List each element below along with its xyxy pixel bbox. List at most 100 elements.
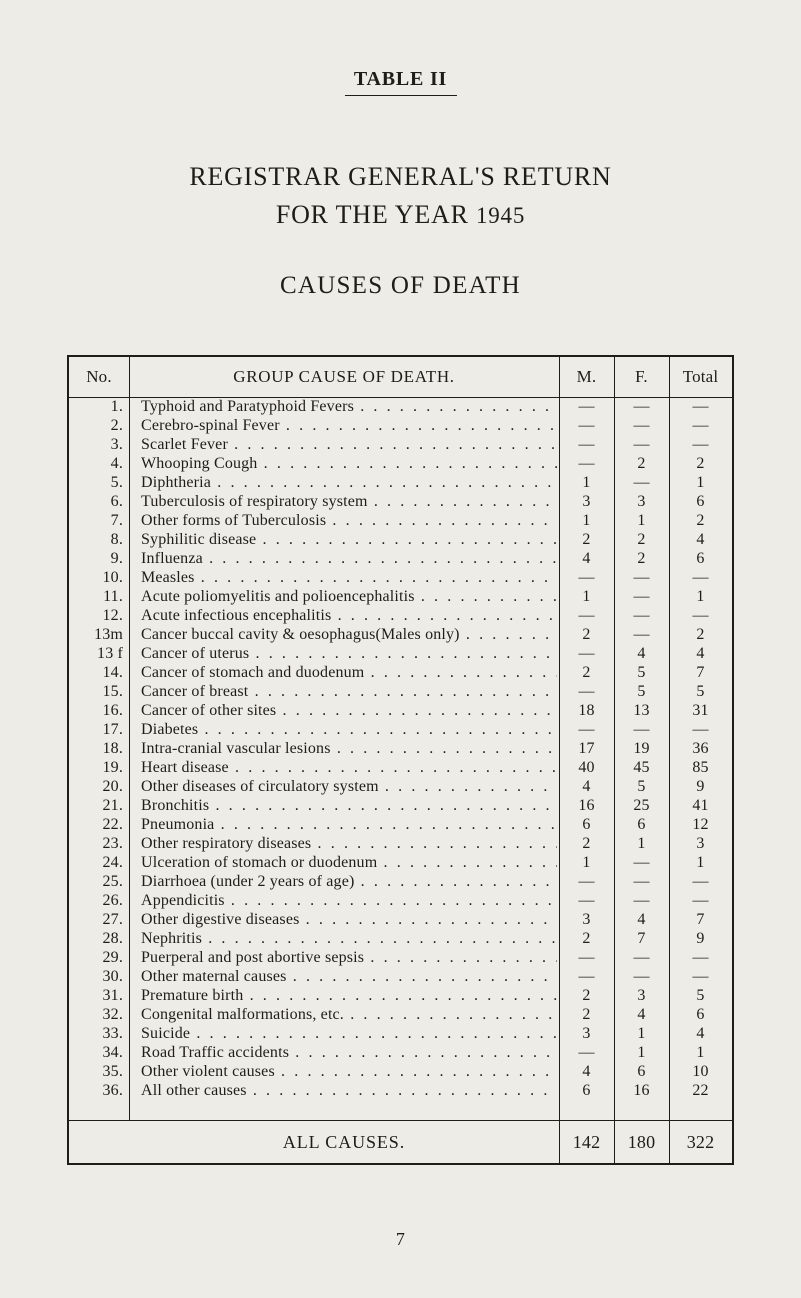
description-text: Cancer buccal cavity & oesophagus(Males … [141, 626, 460, 643]
leader-dots: . . . . . . . . . . . . . . . . . . . . … [243, 987, 557, 1004]
table-label-underline [345, 95, 457, 96]
cell-f: 3 [614, 492, 669, 511]
table-row: 18.Intra-cranial vascular lesions . . . … [69, 739, 732, 758]
cell-f: — [614, 568, 669, 587]
cell-description: Whooping Cough . . . . . . . . . . . . .… [141, 454, 557, 473]
cell-m: 2 [559, 663, 614, 682]
cell-no: 21. [69, 796, 126, 815]
cell-no: 13m [69, 625, 126, 644]
cell-description: Other digestive diseases . . . . . . . .… [141, 910, 557, 929]
cell-m: 2 [559, 625, 614, 644]
description-text: Bronchitis [141, 797, 209, 814]
cell-f: 19 [614, 739, 669, 758]
table-row: 4. Whooping Cough . . . . . . . . . . . .… [69, 454, 732, 473]
cell-m: — [559, 682, 614, 701]
cell-total: 2 [669, 511, 732, 530]
description-text: Other diseases of circulatory system [141, 778, 379, 795]
cell-no: 28. [69, 929, 126, 948]
cell-no: 26. [69, 891, 126, 910]
cell-total: 5 [669, 986, 732, 1005]
col-header-f: F. [614, 367, 669, 387]
cell-m: 4 [559, 549, 614, 568]
cell-description: Pneumonia . . . . . . . . . . . . . . . … [141, 815, 557, 834]
cell-no: 3. [69, 435, 126, 454]
totals-total: 322 [669, 1132, 732, 1153]
cell-total: — [669, 435, 732, 454]
description-text: Cancer of uterus [141, 645, 249, 662]
cell-total: 36 [669, 739, 732, 758]
cell-description: Measles . . . . . . . . . . . . . . . . … [141, 568, 557, 587]
table-body: 1. Typhoid and Paratyphoid Fevers . . . .… [69, 397, 732, 1121]
cell-m: 2 [559, 929, 614, 948]
leader-dots: . . . . . . . . . . . . . . . . . . . . … [248, 683, 557, 700]
cell-total: 9 [669, 777, 732, 796]
leader-dots: . . . . . . . . . . . . . . . . . . . . … [364, 949, 557, 966]
cell-no: 19. [69, 758, 126, 777]
totals-label: ALL CAUSES. [129, 1132, 559, 1153]
table-row: 31.Premature birth . . . . . . . . . . .… [69, 986, 732, 1005]
cell-m: 3 [559, 1024, 614, 1043]
cell-no: 12. [69, 606, 126, 625]
cell-description: Cerebro-spinal Fever . . . . . . . . . .… [141, 416, 557, 435]
cell-total: — [669, 416, 732, 435]
leader-dots: . . . . . . . . . . . . . . . . . . . . … [195, 569, 557, 586]
table-row: 1. Typhoid and Paratyphoid Fevers . . . .… [69, 397, 732, 416]
cell-f: 3 [614, 986, 669, 1005]
col-header-no: No. [69, 367, 129, 387]
cell-total: 9 [669, 929, 732, 948]
cell-f: 4 [614, 644, 669, 663]
cell-total: — [669, 720, 732, 739]
description-text: Other digestive diseases [141, 911, 299, 928]
leader-dots: . . . . . . . . . . . . . . . . . . [415, 588, 557, 605]
description-text: Other forms of Tuberculosis [141, 512, 326, 529]
description-text: Congenital malformations, etc. [141, 1006, 344, 1023]
cell-no: 9. [69, 549, 126, 568]
leader-dots: . . . . . . . . . . . . . . . . . . . . … [311, 835, 557, 852]
cell-description: Diarrhoea (under 2 years of age) . . . .… [141, 872, 557, 891]
table-row: 13m Cancer buccal cavity & oesophagus(Mal… [69, 625, 732, 644]
cell-total: 5 [669, 682, 732, 701]
cell-m: 6 [559, 815, 614, 834]
cell-f: 1 [614, 834, 669, 853]
cell-f: — [614, 872, 669, 891]
leader-dots: . . . . . . . . . . . . [460, 626, 557, 643]
totals-row: ALL CAUSES. 142 180 322 [69, 1120, 732, 1163]
table-row: 35.Other violent causes . . . . . . . . … [69, 1062, 732, 1081]
cell-no: 16. [69, 701, 126, 720]
table-label: TABLE II [0, 68, 801, 96]
cell-m: 2 [559, 986, 614, 1005]
leader-dots: . . . . . . . . . . . . . . . . . . . . … [326, 512, 557, 529]
description-text: Intra-cranial vascular lesions [141, 740, 331, 757]
table-row: 7.Other forms of Tuberculosis . . . . . … [69, 511, 732, 530]
for-the-year-line: FOR THE YEAR 1945 [0, 200, 801, 230]
cell-no: 29. [69, 948, 126, 967]
leader-dots: . . . . . . . . . . . . . . . . . . . . … [331, 740, 557, 757]
cell-m: — [559, 891, 614, 910]
cell-f: 2 [614, 454, 669, 473]
table-row: 21. Bronchitis . . . . . . . . . . . . . … [69, 796, 732, 815]
col-header-m: M. [559, 367, 614, 387]
cell-m: 6 [559, 1081, 614, 1100]
leader-dots: . . . . . . . . . . . . . . . . . . . . … [225, 892, 557, 909]
cell-total: 4 [669, 1024, 732, 1043]
cell-f: 6 [614, 815, 669, 834]
for-year-prefix: FOR THE YEAR [276, 200, 476, 229]
table-row: 26.Appendicitis . . . . . . . . . . . . … [69, 891, 732, 910]
cell-description: Road Traffic accidents . . . . . . . . .… [141, 1043, 557, 1062]
cell-no: 1. [69, 397, 126, 416]
cell-total: 6 [669, 1005, 732, 1024]
cell-no: 4. [69, 454, 126, 473]
description-text: Cancer of breast [141, 683, 248, 700]
year-number: 1945 [476, 203, 525, 228]
cell-m: 2 [559, 834, 614, 853]
leader-dots: . . . . . . . . . . . . . . . . . . . . … [209, 797, 557, 814]
leader-dots: . . . . . . . . . . . . . . . . . . . . … [276, 702, 557, 719]
cell-f: — [614, 606, 669, 625]
cell-description: Typhoid and Paratyphoid Fevers . . . . .… [141, 397, 557, 416]
cell-m: — [559, 1043, 614, 1062]
cell-m: 2 [559, 1005, 614, 1024]
leader-dots: . . . . . . . . . . . . . . . . . . . . … [331, 607, 557, 624]
cell-m: 3 [559, 492, 614, 511]
description-text: Acute poliomyelitis and polioencephaliti… [141, 588, 415, 605]
description-text: Cancer of stomach and duodenum [141, 664, 364, 681]
